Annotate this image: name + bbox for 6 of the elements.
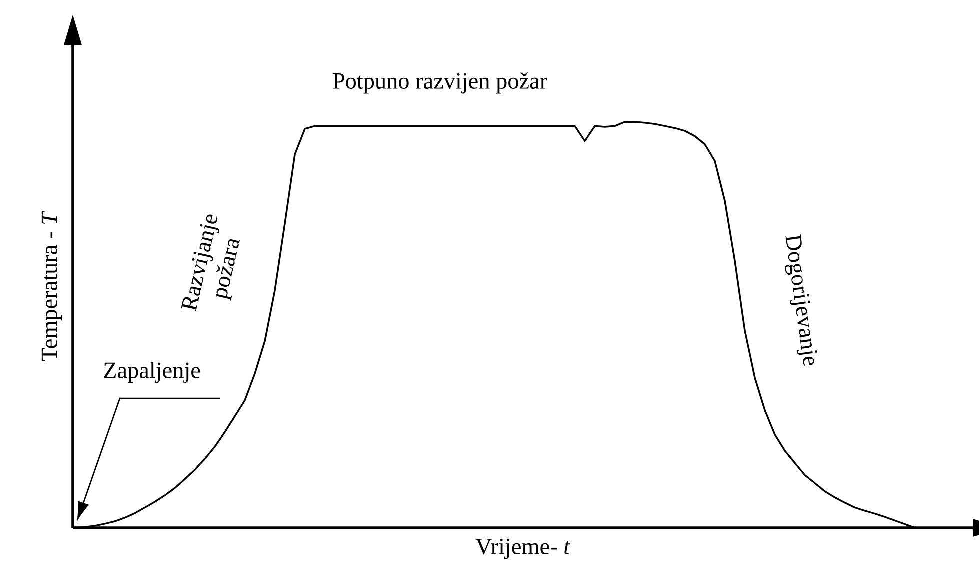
text: Potpuno razvijen požar — [333, 72, 548, 94]
annotation: Razvijanje požara — [181, 214, 240, 312]
y-axis-title: Temperatura - T — [42, 211, 62, 362]
annotation: Zapaljenje — [104, 362, 200, 384]
x-axis-title: Vrijeme- t — [476, 538, 570, 560]
annotation: Dogorijevanje — [785, 234, 818, 366]
